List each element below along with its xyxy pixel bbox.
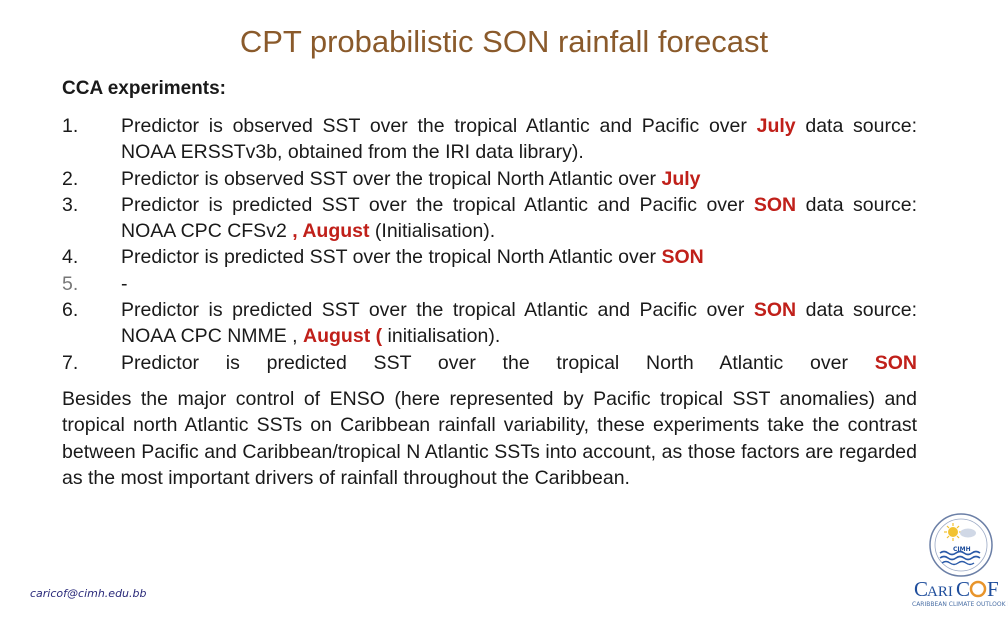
logo-caption: CARIBBEAN CLIMATE OUTLOOK FORUM [912,601,1008,608]
highlight-text: SON [753,299,797,322]
text-run: data source: NOAA CPC CFSv2 [121,193,918,243]
item-text: Predictor is predicted SST over the trop… [121,297,917,350]
experiment-list: 1. Predictor is observed SST over the tro… [62,113,917,376]
caricof-logo: C ARI C F CIMH CARIBBEAN CLIMATE OUTLOOK… [910,508,1008,612]
text-run: Predictor is observed SST over the tropi… [121,115,757,137]
seal-label: CIMH [953,546,971,553]
section-heading: CCA experiments: [62,78,227,99]
text-run: Predictor is predicted SST over the trop… [121,246,662,269]
item-text: Predictor is predicted SST over the trop… [121,192,917,245]
summary-paragraph: Besides the major control of ENSO (here … [62,388,917,489]
item-number: 5. [62,272,79,295]
text-run: Predictor is predicted SST over the trop… [121,193,754,216]
highlight-text: July [756,115,796,137]
text-run: (Initialisation). [369,220,496,243]
svg-text:C: C [914,577,928,601]
item-number: 6. [62,299,79,322]
highlight-text: SON [661,246,704,269]
svg-text:F: F [987,577,999,601]
highlight-text: , August [292,220,370,243]
highlight-text: August ( [303,325,383,348]
highlight-text: July [661,167,701,190]
text-run: Predictor is predicted SST over the trop… [121,299,754,322]
page-title: CPT probabilistic SON rainfall forecast [239,24,769,59]
contact-email: caricof@cimh.edu.bb [30,587,147,600]
item-text: - [121,271,917,297]
svg-text:C: C [956,577,970,601]
text-run: data source: NOAA ERSSTv3b, obtained fro… [121,115,917,164]
text-run: Predictor is predicted SST over the trop… [121,351,875,374]
item-text: Predictor is observed SST over the tropi… [121,166,917,192]
item-number: 2. [62,167,79,190]
experiment-item: 5. - [62,271,917,297]
experiment-item: 2. Predictor is observed SST over the tro… [62,166,917,192]
item-number: 7. [62,351,79,374]
item-text: Predictor is observed SST over the tropi… [121,113,917,166]
text-run: - [121,272,128,295]
text-run: Predictor is observed SST over the tropi… [121,167,662,190]
item-number: 3. [62,193,79,216]
text-run: data source: NOAA CPC NMME , [121,299,918,348]
item-number: 1. [62,115,79,137]
experiment-item: 3. Predictor is predicted SST over the tr… [62,192,917,245]
item-text: Predictor is predicted SST over the trop… [121,350,917,376]
highlight-text: SON [874,351,917,374]
svg-text:ARI: ARI [927,584,953,600]
text-run: initialisation). [382,325,501,348]
highlight-text: SON [753,193,797,216]
experiment-item: 7. Predictor is predicted SST over the tr… [62,350,917,376]
experiment-item: 6. Predictor is predicted SST over the tr… [62,297,917,350]
experiment-item: 4. Predictor is predicted SST over the tr… [62,244,917,270]
experiment-item: 1. Predictor is observed SST over the tro… [62,113,917,166]
cimh-seal-icon: C ARI C F [914,513,999,601]
item-number: 4. [62,246,79,269]
item-text: Predictor is predicted SST over the trop… [121,244,917,270]
